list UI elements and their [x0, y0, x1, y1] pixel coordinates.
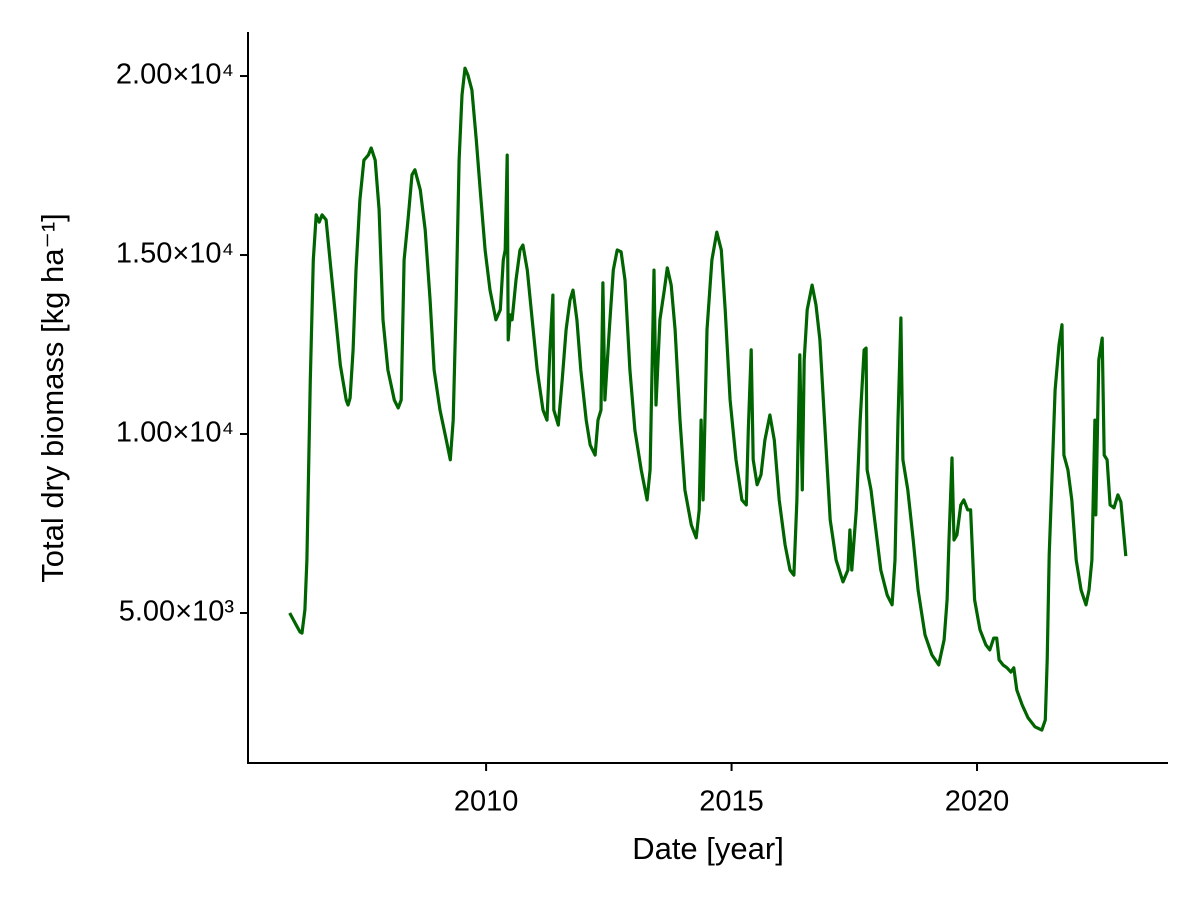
y-axis-title: Total dry biomass [kg ha⁻¹] — [35, 213, 70, 583]
y-tick-label: 2.00×10⁴ — [116, 59, 234, 91]
x-axis-title: Date [year] — [632, 831, 784, 866]
x-tick-label: 2020 — [945, 786, 1010, 818]
y-tick-label: 5.00×10³ — [119, 596, 235, 628]
y-tick-label: 1.00×10⁴ — [116, 417, 234, 449]
x-tick-label: 2015 — [699, 786, 764, 818]
y-tick-label: 1.50×10⁴ — [116, 238, 234, 270]
data-line — [288, 66, 1128, 732]
x-tick-label: 2010 — [454, 786, 519, 818]
